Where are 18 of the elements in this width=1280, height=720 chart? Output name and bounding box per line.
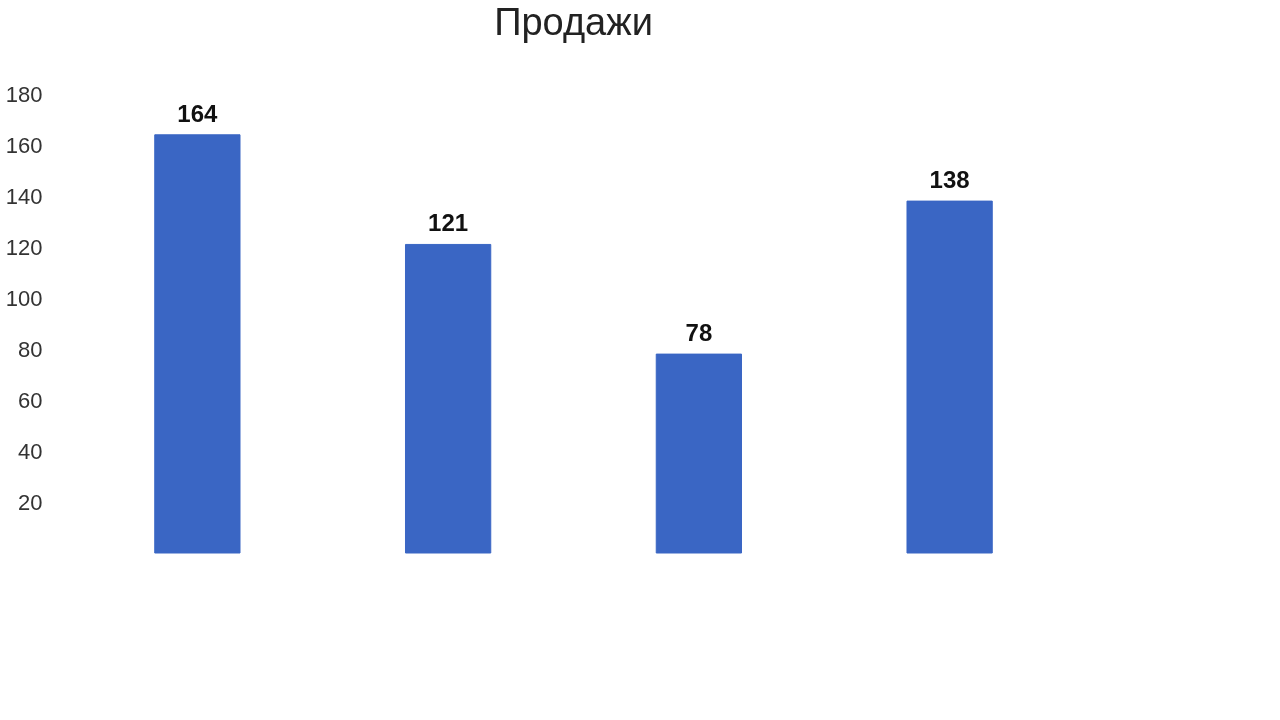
y-tick-label: 180 <box>5 81 43 107</box>
data-label: 121 <box>428 209 469 237</box>
y-tick-label: 140 <box>5 183 43 209</box>
y-tick-label: 20 <box>18 489 43 515</box>
data-label: 138 <box>929 166 970 194</box>
bar <box>154 134 241 554</box>
y-tick-label: 60 <box>18 387 43 413</box>
data-label: 164 <box>177 99 219 127</box>
chart-title: Продажи <box>494 1 653 43</box>
bar <box>906 200 993 554</box>
bar <box>405 243 492 554</box>
bar <box>655 353 742 554</box>
data-label: 78 <box>685 319 713 347</box>
y-tick-label: 100 <box>5 285 43 311</box>
y-tick-label: 80 <box>18 336 43 362</box>
y-tick-label: 120 <box>5 234 43 260</box>
y-tick-label: 40 <box>18 438 43 464</box>
y-tick-label: 160 <box>5 132 43 158</box>
